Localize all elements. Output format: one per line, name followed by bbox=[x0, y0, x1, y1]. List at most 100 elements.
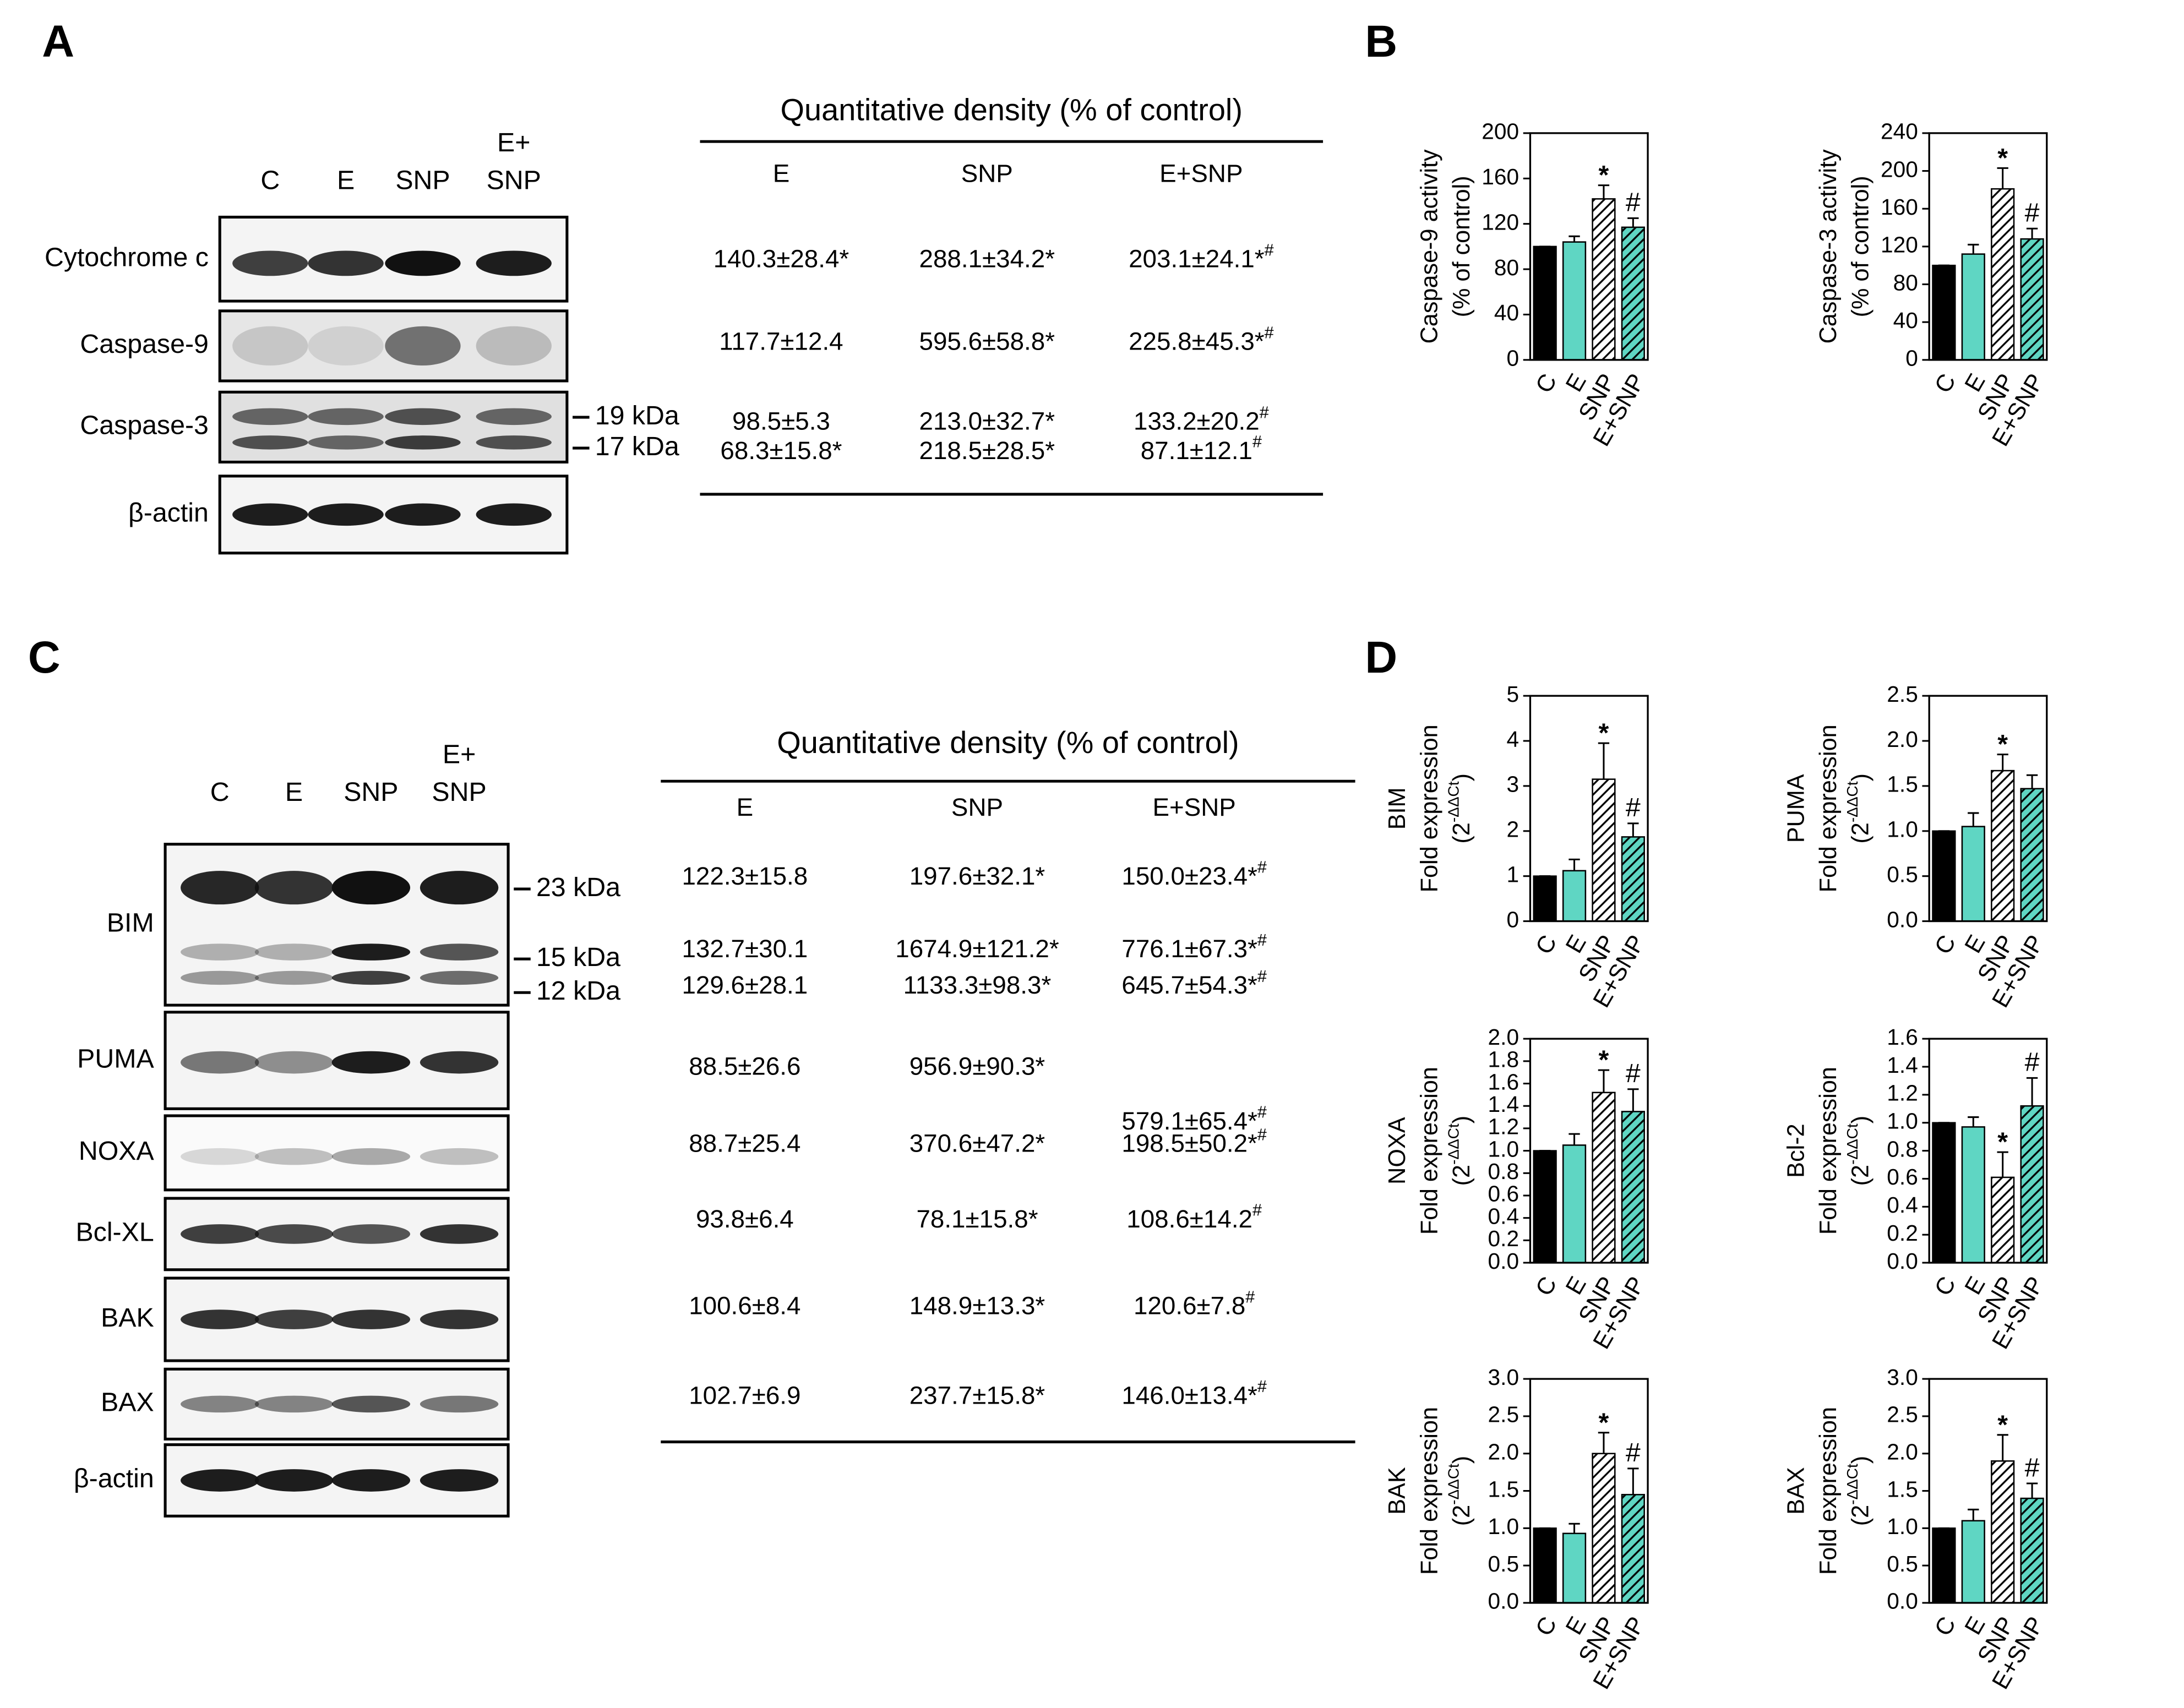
y-axis-label: PUMA bbox=[1783, 774, 1810, 843]
table-cell: 1674.9±121.2* bbox=[895, 935, 1059, 963]
y-tick-label: 0.8 bbox=[1488, 1159, 1519, 1184]
band bbox=[232, 503, 308, 526]
bar bbox=[1991, 188, 2015, 361]
band bbox=[420, 871, 499, 905]
table-cell: 129.6±28.1 bbox=[682, 971, 808, 999]
x-tick-label: C bbox=[1531, 931, 1562, 959]
x-tick-label: C bbox=[1930, 369, 1961, 397]
y-tick-label: 0.6 bbox=[1488, 1181, 1519, 1207]
row-label: PUMA bbox=[77, 1044, 154, 1073]
band bbox=[181, 871, 259, 905]
y-axis-label: BIM bbox=[1384, 787, 1410, 830]
band bbox=[254, 970, 334, 985]
table-cell: 1133.3±98.3* bbox=[903, 971, 1052, 999]
significance-mark: * bbox=[1599, 1045, 1609, 1075]
band bbox=[308, 250, 384, 276]
band bbox=[232, 326, 308, 366]
y-axis-label: (2-ΔΔCt) bbox=[1844, 1116, 1874, 1186]
y-tick-label: 1.0 bbox=[1488, 1514, 1519, 1539]
superscript: # bbox=[1265, 323, 1274, 342]
row-label: Caspase-9 bbox=[80, 329, 209, 359]
bar bbox=[1533, 875, 1557, 922]
row-label: β-actin bbox=[128, 498, 209, 528]
y-tick-label: 200 bbox=[1482, 119, 1519, 144]
superscript: # bbox=[1257, 858, 1267, 877]
y-axis-label: (% of control) bbox=[1848, 176, 1874, 317]
superscript: -ΔΔCt bbox=[1445, 1123, 1462, 1165]
band bbox=[254, 1051, 334, 1074]
y-tick-label: 0.2 bbox=[1488, 1226, 1519, 1251]
bar bbox=[1961, 253, 1985, 361]
band bbox=[181, 943, 259, 961]
y-axis-label: (2-ΔΔCt) bbox=[1844, 1456, 1874, 1526]
column-header: SNP bbox=[961, 159, 1013, 187]
table-cell: 956.9±90.3* bbox=[909, 1052, 1045, 1081]
y-tick-label: 1.0 bbox=[1887, 1514, 1918, 1539]
band bbox=[308, 503, 384, 526]
marker-label: 12 kDa bbox=[536, 976, 620, 1006]
y-axis-label: (2-ΔΔCt) bbox=[1445, 1456, 1475, 1526]
y-tick-label: 0 bbox=[1506, 907, 1519, 932]
y-tick-label: 2.5 bbox=[1887, 681, 1918, 707]
y-tick-label: 2.5 bbox=[1488, 1402, 1519, 1427]
band bbox=[181, 970, 259, 985]
table-cell: 88.7±25.4 bbox=[689, 1129, 800, 1158]
band bbox=[331, 970, 411, 985]
band bbox=[476, 503, 552, 526]
table-cell: 213.0±32.7* bbox=[919, 407, 1055, 435]
y-axis-label: Fold expression bbox=[1815, 1407, 1842, 1575]
row-label: NOXA bbox=[79, 1136, 155, 1166]
table-cell: 78.1±15.8* bbox=[916, 1205, 1038, 1233]
y-tick-label: 3.0 bbox=[1488, 1365, 1519, 1390]
column-header: E bbox=[737, 793, 754, 821]
y-axis-label: Fold expression bbox=[1416, 1407, 1442, 1575]
y-axis-label: Caspase-9 activity bbox=[1416, 149, 1442, 343]
band bbox=[254, 1224, 334, 1244]
marker-label: 15 kDa bbox=[536, 942, 620, 972]
y-tick-label: 0.5 bbox=[1488, 1551, 1519, 1576]
y-tick-label: 0.0 bbox=[1887, 1589, 1918, 1614]
band bbox=[420, 1051, 499, 1074]
plot-frame bbox=[1529, 1378, 1649, 1604]
band bbox=[420, 1309, 499, 1329]
band bbox=[420, 1148, 499, 1165]
band bbox=[331, 943, 411, 961]
plot-frame bbox=[1529, 132, 1649, 361]
x-tick-label: C bbox=[1531, 1612, 1562, 1640]
y-axis-label: NOXA bbox=[1384, 1117, 1410, 1185]
significance-mark: # bbox=[2025, 198, 2040, 228]
y-tick-label: 0.4 bbox=[1488, 1203, 1519, 1229]
marker-label: 19 kDa bbox=[595, 401, 679, 430]
column-header: E bbox=[773, 159, 790, 187]
bar bbox=[2020, 788, 2044, 922]
band bbox=[385, 435, 461, 450]
bar bbox=[1592, 198, 1616, 361]
band bbox=[420, 970, 499, 985]
bar bbox=[2020, 1105, 2044, 1264]
y-tick-label: 4 bbox=[1506, 727, 1519, 752]
significance-mark: * bbox=[1997, 1127, 2008, 1157]
bar bbox=[1533, 1150, 1557, 1264]
superscript: -ΔΔCt bbox=[1844, 1464, 1861, 1505]
row-label: BAX bbox=[101, 1388, 154, 1417]
y-tick-label: 1.5 bbox=[1488, 1476, 1519, 1502]
y-tick-label: 1.0 bbox=[1887, 1108, 1918, 1133]
significance-mark: # bbox=[1626, 1438, 1641, 1467]
band bbox=[232, 408, 308, 425]
band bbox=[331, 1148, 411, 1165]
band bbox=[308, 435, 384, 450]
y-tick-label: 120 bbox=[1482, 209, 1519, 234]
bar bbox=[1932, 830, 1956, 922]
panel-label: D bbox=[1365, 632, 1397, 683]
bar bbox=[1621, 1111, 1645, 1264]
bar bbox=[1932, 264, 1956, 361]
table-cell: 645.7±54.3*# bbox=[1121, 967, 1267, 999]
y-tick-label: 0.2 bbox=[1887, 1220, 1918, 1246]
y-axis-label: Bcl-2 bbox=[1783, 1123, 1810, 1177]
table-cell: 595.6±58.8* bbox=[919, 327, 1055, 355]
y-tick-label: 240 bbox=[1881, 119, 1918, 144]
band bbox=[254, 1309, 334, 1329]
table-cell: 150.0±23.4*# bbox=[1121, 858, 1267, 890]
significance-mark: * bbox=[1599, 1407, 1609, 1437]
table-cell: 88.5±26.6 bbox=[689, 1052, 800, 1081]
